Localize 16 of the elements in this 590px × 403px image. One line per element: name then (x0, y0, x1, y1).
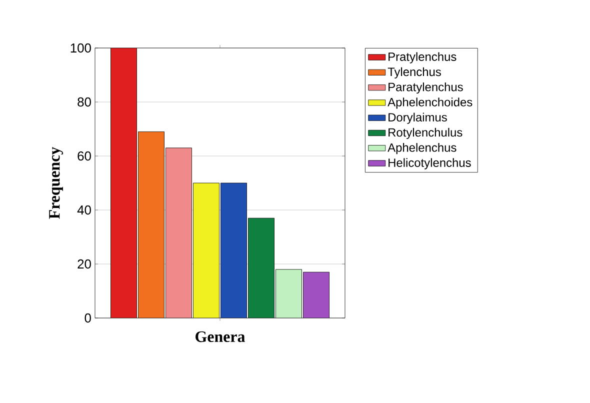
legend-label: Aphelenchoides (388, 98, 472, 109)
legend-label: Pratylenchus (388, 52, 456, 64)
y-axis-title: Frequency (49, 146, 64, 219)
y-tick-label: 60 (78, 151, 91, 161)
y-tick-label: 0 (84, 313, 91, 323)
y-tick-label: 80 (78, 97, 91, 107)
legend-label: Dorylaimus (388, 112, 447, 124)
legend-label: Rotylenchulus (388, 128, 462, 140)
legend-label: Helicotylenchus (388, 158, 471, 170)
x-axis-title: Genera (196, 331, 245, 342)
legend-label: Tylenchus (388, 67, 441, 78)
y-tick-label: 20 (78, 259, 91, 269)
y-tick-label: 40 (77, 205, 91, 215)
legend-label: Paratylenchus (388, 82, 463, 94)
y-tick-label: 100 (70, 43, 91, 53)
legend-label: Aphelenchus (388, 143, 456, 154)
